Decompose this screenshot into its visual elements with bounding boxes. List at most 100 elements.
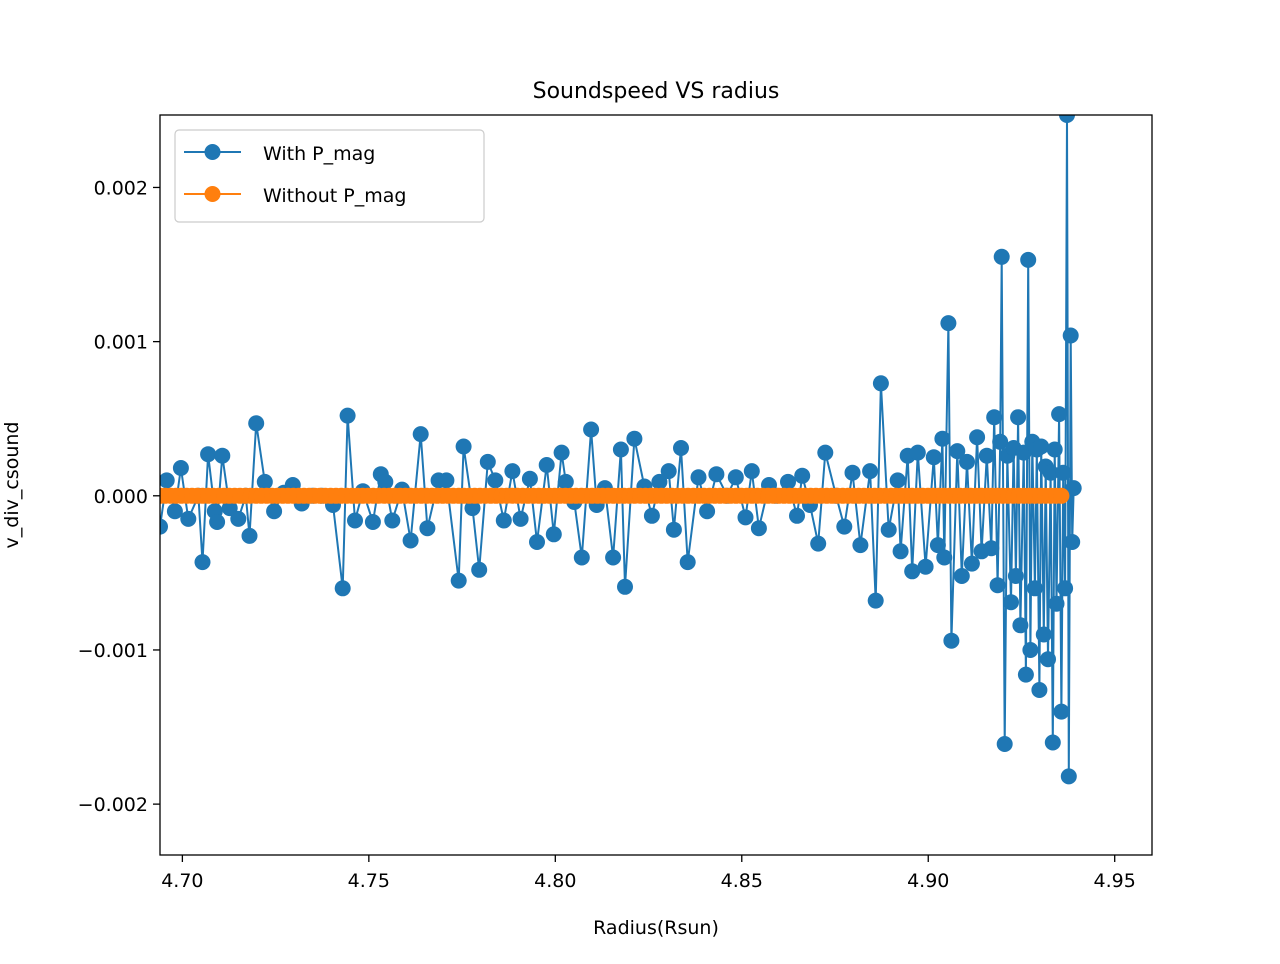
y-tick-label: 0.002: [94, 177, 148, 199]
data-point-with-pmag: [538, 457, 555, 473]
data-point-with-pmag: [904, 563, 921, 580]
data-point-with-pmag: [194, 554, 211, 571]
data-point-with-pmag: [512, 510, 529, 527]
data-point-with-pmag: [925, 449, 942, 466]
data-point-with-pmag: [651, 473, 668, 490]
data-point-with-pmag: [464, 500, 481, 517]
data-point-with-pmag: [992, 433, 1009, 450]
data-point-with-pmag: [334, 580, 351, 597]
data-point-with-pmag: [727, 469, 744, 486]
x-axis-ticks: 4.70 4.75 4.80 4.85 4.90 4.95: [161, 855, 1136, 892]
y-tick-label: 0.001: [94, 332, 148, 354]
data-point-with-pmag: [266, 503, 283, 520]
y-tick-label: −0.002: [78, 794, 148, 816]
data-point-with-pmag: [986, 409, 1003, 426]
data-point-with-pmag: [940, 315, 957, 332]
data-point-with-pmag: [487, 472, 504, 489]
data-point-with-pmag: [617, 578, 633, 595]
data-point-with-pmag: [339, 407, 356, 424]
data-point-with-pmag: [750, 520, 767, 537]
data-point-with-pmag: [200, 446, 217, 463]
data-point-with-pmag: [504, 463, 521, 480]
data-point-with-pmag: [1033, 438, 1050, 455]
data-point-with-pmag: [172, 460, 189, 476]
data-point-with-pmag: [852, 537, 869, 554]
data-point-with-pmag: [844, 464, 861, 481]
x-tick-label: 4.85: [721, 870, 763, 892]
data-point-with-pmag: [221, 500, 238, 517]
data-point-with-pmag: [1040, 651, 1056, 668]
data-point-with-pmag: [166, 503, 183, 520]
legend-label-with-pmag: With P_mag: [263, 143, 375, 165]
data-point-with-pmag: [953, 568, 970, 584]
data-point-with-pmag: [557, 473, 574, 490]
data-point-with-pmag: [892, 543, 909, 560]
data-point-with-pmag: [1031, 682, 1048, 698]
y-tick-label: −0.001: [78, 640, 148, 662]
data-point-with-pmag: [963, 555, 980, 572]
y-axis-ticks: −0.002 −0.001 0.000 0.001 0.002: [78, 177, 160, 816]
x-tick-label: 4.80: [534, 870, 576, 892]
data-point-with-pmag: [545, 526, 562, 543]
data-point-with-pmag: [949, 443, 966, 460]
data-point-with-pmag: [665, 521, 682, 538]
data-point-with-pmag: [214, 447, 231, 464]
data-point-with-pmag: [160, 518, 168, 535]
data-point-with-pmag: [673, 440, 689, 456]
data-point-with-pmag: [794, 467, 811, 484]
data-point-with-pmag: [160, 472, 175, 489]
data-point-with-pmag: [605, 549, 622, 566]
data-point-with-pmag: [1053, 703, 1070, 720]
data-point-with-pmag: [1020, 251, 1037, 268]
legend-frame: [174, 129, 485, 223]
data-point-with-pmag: [1048, 595, 1065, 612]
data-point-with-pmag: [1007, 568, 1024, 584]
data-point-with-pmag: [959, 453, 975, 470]
data-point-with-pmag: [612, 441, 629, 458]
x-tick-label: 4.75: [348, 870, 390, 892]
data-point-with-pmag: [867, 592, 884, 609]
data-point-with-pmag: [1055, 464, 1072, 481]
data-point-with-pmag: [438, 472, 455, 489]
data-point-with-pmag: [1022, 642, 1039, 658]
data-point-with-pmag: [377, 473, 394, 490]
data-point-with-pmag: [679, 554, 696, 571]
data-point-with-pmag: [347, 512, 363, 529]
data-point-with-pmag: [780, 473, 796, 490]
data-point-with-pmag: [872, 375, 889, 392]
data-point-with-pmag: [989, 577, 1006, 594]
data-point-with-pmag: [810, 535, 827, 552]
data-point-with-pmag: [402, 532, 419, 549]
data-point-with-pmag: [626, 430, 643, 447]
y-tick-label: 0.000: [94, 486, 148, 508]
data-point-with-pmag: [1060, 768, 1077, 785]
data-point-with-pmag: [934, 430, 951, 447]
data-point-with-pmag: [836, 518, 853, 535]
data-point-with-pmag: [209, 514, 226, 530]
data-point-with-pmag: [495, 512, 512, 529]
data-point-with-pmag: [1003, 594, 1019, 611]
data-point-with-pmag: [1042, 464, 1059, 481]
data-point-with-pmag: [699, 503, 716, 520]
data-point-with-pmag: [230, 510, 247, 527]
data-point-with-pmag: [573, 549, 590, 566]
data-point-with-pmag: [1015, 444, 1032, 461]
data-point-with-pmag: [1051, 406, 1068, 423]
data-point-with-pmag: [708, 466, 725, 483]
data-point-with-pmag: [936, 549, 953, 566]
y-axis-label: v_div_csound: [1, 422, 23, 549]
data-point-with-pmag: [419, 520, 436, 537]
data-point-with-pmag: [917, 558, 934, 575]
data-point-with-pmag: [412, 426, 429, 443]
data-point-with-pmag: [1017, 666, 1034, 683]
data-point-with-pmag: [1064, 534, 1081, 550]
data-point-with-pmag: [993, 248, 1010, 265]
x-axis-label: Radius(Rsun): [593, 917, 719, 939]
data-point-with-pmag: [553, 444, 570, 461]
data-point-with-pmag: [1010, 409, 1027, 426]
data-point-with-pmag: [583, 421, 600, 438]
data-point-with-pmag: [660, 463, 677, 480]
data-point-with-pmag: [1065, 480, 1082, 497]
legend-marker-without-pmag: [204, 186, 221, 202]
